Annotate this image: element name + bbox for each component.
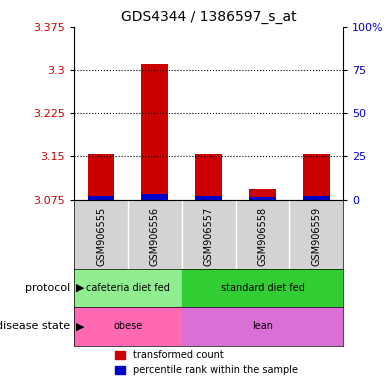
Text: ▶: ▶ <box>76 321 85 331</box>
Text: protocol: protocol <box>25 283 70 293</box>
Bar <box>87 154 115 200</box>
Text: GSM906556: GSM906556 <box>150 207 160 266</box>
Bar <box>74 269 182 307</box>
Text: standard diet fed: standard diet fed <box>220 283 305 293</box>
Bar <box>249 197 276 200</box>
Text: ▶: ▶ <box>76 283 85 293</box>
Bar <box>195 154 222 200</box>
Text: cafeteria diet fed: cafeteria diet fed <box>86 283 170 293</box>
Text: obese: obese <box>113 321 143 331</box>
Bar <box>182 307 343 346</box>
Text: GSM906558: GSM906558 <box>257 207 268 266</box>
Bar <box>87 196 115 200</box>
Text: lean: lean <box>252 321 273 331</box>
Bar <box>74 307 182 346</box>
Bar <box>182 269 343 307</box>
Text: GSM906555: GSM906555 <box>96 207 106 266</box>
Legend: transformed count, percentile rank within the sample: transformed count, percentile rank withi… <box>112 346 302 379</box>
Bar <box>141 65 168 200</box>
Bar <box>303 154 330 200</box>
Title: GDS4344 / 1386597_s_at: GDS4344 / 1386597_s_at <box>121 10 296 25</box>
Text: GSM906559: GSM906559 <box>311 207 321 266</box>
Bar <box>141 194 168 200</box>
Text: disease state: disease state <box>0 321 70 331</box>
Bar <box>303 196 330 200</box>
Bar <box>195 196 222 200</box>
Text: GSM906557: GSM906557 <box>204 207 214 266</box>
Bar <box>249 189 276 200</box>
